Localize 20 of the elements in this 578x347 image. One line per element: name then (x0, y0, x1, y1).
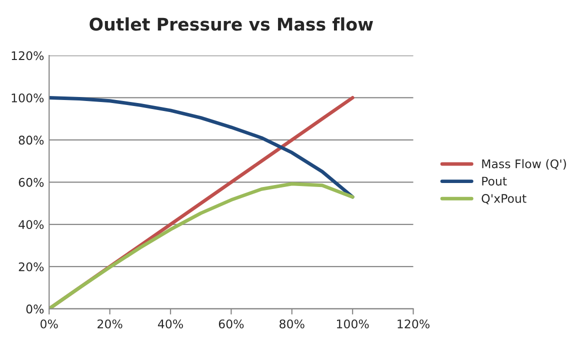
x-tick-label: 80% (280, 319, 304, 328)
x-tick-label: 40% (158, 319, 183, 328)
legend-label: Mass Flow (Q') (482, 159, 566, 170)
x-tick-label: 60% (218, 319, 244, 328)
y-tick-label: 120% (12, 51, 44, 60)
y-tick-label: 0% (26, 304, 44, 314)
y-tick-label: 40% (18, 220, 44, 230)
y-tick-label: 100% (12, 93, 44, 102)
x-tick-label: 120% (398, 319, 430, 328)
line-series (49, 96, 354, 199)
x-tick-label: 100% (337, 319, 369, 328)
y-tick-label: 20% (18, 262, 44, 272)
x-tick-label: 20% (98, 319, 122, 328)
legend-label: Pout (482, 176, 507, 186)
y-tick-label: 60% (18, 178, 44, 187)
chart-title: Outlet Pressure vs Mass flow (90, 17, 374, 31)
y-tick-label: 80% (18, 136, 44, 145)
line-series (49, 182, 354, 309)
x-tick-label: 0% (40, 319, 58, 328)
legend-label: Q'xPout (482, 194, 526, 204)
